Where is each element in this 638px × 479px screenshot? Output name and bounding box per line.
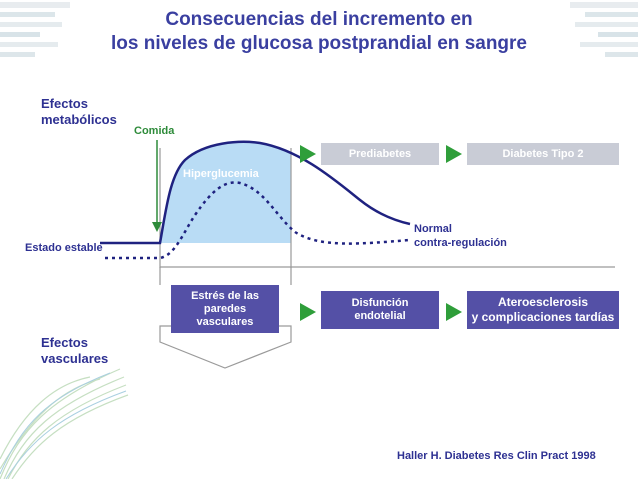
hyperglycemia-label: Hiperglucemia [183, 168, 259, 180]
steady-state-label: Estado estable [25, 242, 103, 254]
meal-label: Comida [134, 125, 175, 137]
arrow-to-atherosclerosis [446, 303, 462, 321]
atherosclerosis-box: Ateroesclerosis y complicaciones tardías [467, 291, 619, 329]
normal-regulation-label: Normal contra-regulación [414, 222, 507, 250]
vascular-stress-box: Estrés de las paredes vasculares [171, 285, 279, 333]
vascular-label-line-1: Efectos [41, 335, 88, 350]
arrow-to-dysfunction [300, 303, 316, 321]
endothelial-dysfunction-box: Disfunción endotelial [321, 291, 439, 329]
hyperglycemia-area [160, 141, 291, 243]
decorative-swoosh [0, 368, 129, 479]
metabolic-label-line-1: Efectos [41, 96, 88, 111]
vascular-label-line-2: vasculares [41, 351, 109, 366]
title-decoration [0, 2, 638, 57]
slide-title: Consecuencias del incremento en los nive… [0, 8, 638, 56]
normal-label-line-2: contra-regulación [414, 237, 507, 249]
diabetes-type2-box: Diabetes Tipo 2 [467, 143, 619, 165]
athero-line-2: y complicaciones tardías [471, 310, 615, 324]
stress-line-3: vasculares [196, 315, 254, 328]
citation: Haller H. Diabetes Res Clin Pract 1998 [397, 450, 596, 462]
left-decorative-bars [0, 2, 70, 57]
stress-line-2: paredes [203, 302, 247, 315]
title-line-2: los niveles de glucosa postprandial en s… [110, 33, 527, 54]
prediabetes-box: Prediabetes [321, 143, 439, 165]
athero-line-1: Ateroesclerosis [497, 295, 589, 309]
title-line-1: Consecuencias del incremento en [165, 9, 473, 30]
meal-arrow-head [152, 222, 162, 232]
dysfunction-line-2: endotelial [354, 310, 406, 322]
arrow-to-diabetes [446, 145, 462, 163]
metabolic-label-line-2: metabólicos [41, 112, 117, 127]
metabolic-effects-label: Efectos metabólicos [41, 96, 117, 128]
right-decorative-bars [570, 2, 638, 57]
hyperglycemia-curve [100, 140, 411, 245]
arrow-to-prediabetes [300, 145, 316, 163]
stress-line-1: Estrés de las [191, 289, 259, 302]
normal-label-line-1: Normal [414, 223, 452, 235]
dysfunction-line-1: Disfunción [351, 297, 409, 309]
vascular-effects-label: Efectos vasculares [41, 335, 108, 367]
